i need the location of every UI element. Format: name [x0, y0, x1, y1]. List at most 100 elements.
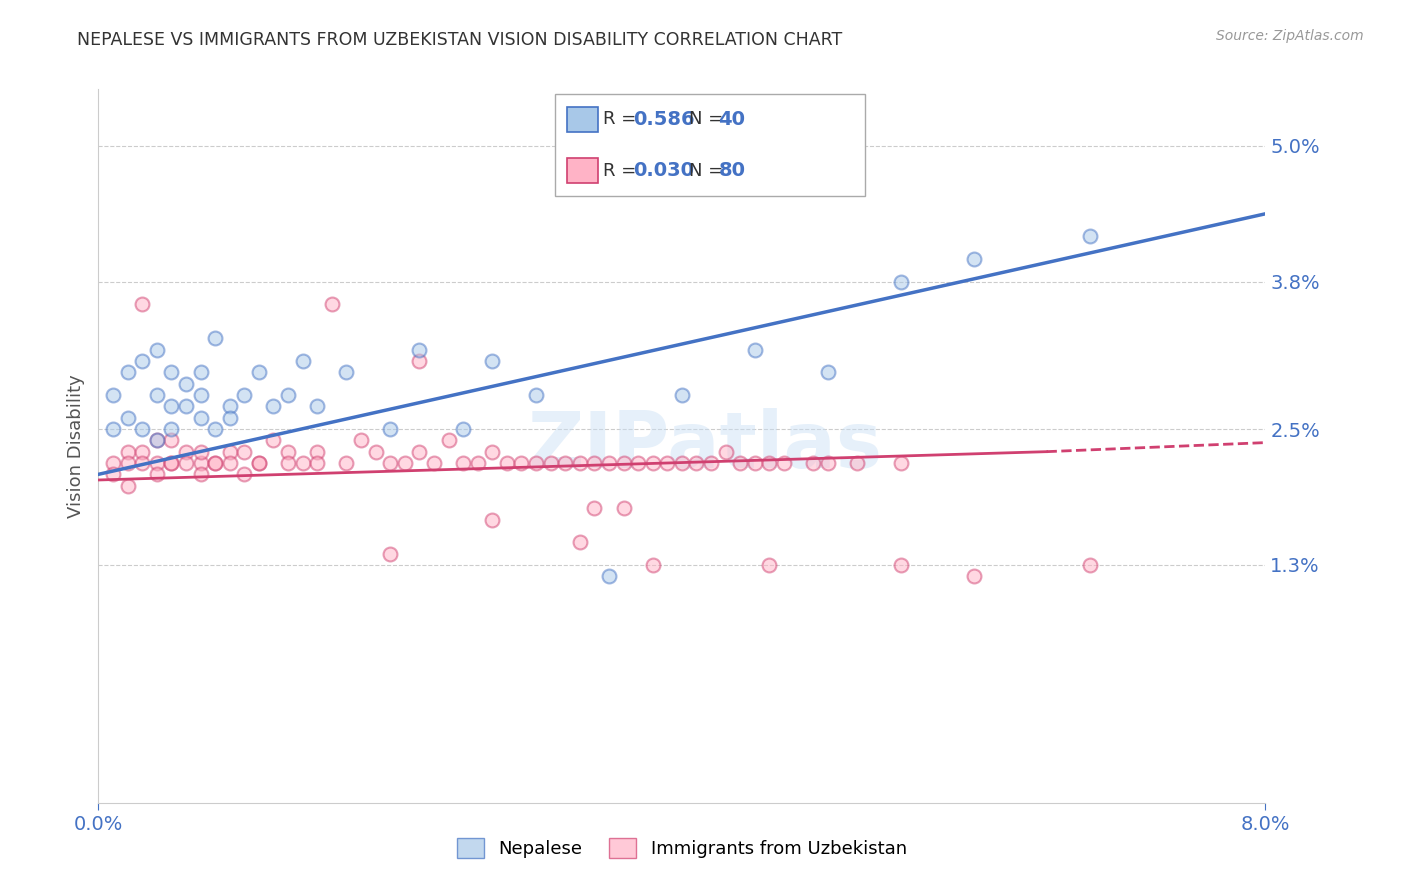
Point — [568, 456, 591, 470]
Point — [160, 365, 183, 379]
Point — [101, 388, 124, 402]
Point — [307, 456, 329, 470]
Text: ZIPatlas: ZIPatlas — [527, 408, 883, 484]
Point — [714, 444, 737, 458]
Point — [146, 434, 169, 448]
Point — [730, 456, 752, 470]
Text: N =: N = — [689, 111, 728, 128]
Point — [437, 434, 460, 448]
Point — [190, 456, 212, 470]
Point — [174, 444, 197, 458]
Point — [277, 388, 299, 402]
Text: R =: R = — [603, 161, 643, 179]
Point — [277, 456, 299, 470]
Point — [671, 388, 693, 402]
Point — [291, 354, 314, 368]
Point — [101, 422, 124, 436]
Point — [758, 558, 780, 572]
Point — [204, 422, 226, 436]
Point — [174, 376, 197, 391]
Text: Source: ZipAtlas.com: Source: ZipAtlas.com — [1216, 29, 1364, 43]
Point — [174, 400, 197, 414]
Point — [510, 456, 533, 470]
Point — [612, 456, 634, 470]
Point — [380, 456, 402, 470]
Point — [218, 444, 240, 458]
Point — [117, 410, 139, 425]
Point — [758, 456, 780, 470]
Point — [146, 343, 169, 357]
Text: 40: 40 — [718, 110, 745, 128]
Point — [496, 456, 519, 470]
Point — [190, 444, 212, 458]
Point — [408, 343, 430, 357]
Text: 0.586: 0.586 — [633, 110, 695, 128]
Point — [744, 343, 766, 357]
Point — [583, 501, 606, 516]
Point — [131, 422, 153, 436]
Text: NEPALESE VS IMMIGRANTS FROM UZBEKISTAN VISION DISABILITY CORRELATION CHART: NEPALESE VS IMMIGRANTS FROM UZBEKISTAN V… — [77, 31, 842, 49]
Point — [131, 354, 153, 368]
Point — [568, 535, 591, 549]
Point — [1080, 229, 1102, 244]
Point — [773, 456, 796, 470]
Point — [408, 444, 430, 458]
Point — [160, 456, 183, 470]
Point — [160, 400, 183, 414]
Y-axis label: Vision Disability: Vision Disability — [66, 374, 84, 518]
Point — [321, 297, 343, 311]
Point — [146, 456, 169, 470]
Point — [962, 569, 984, 583]
Point — [204, 456, 226, 470]
Point — [671, 456, 693, 470]
Point — [146, 434, 169, 448]
Point — [685, 456, 707, 470]
Point — [218, 400, 240, 414]
Point — [131, 444, 153, 458]
Point — [817, 456, 839, 470]
Point — [481, 513, 503, 527]
Point — [160, 434, 183, 448]
Point — [247, 365, 270, 379]
Point — [641, 558, 664, 572]
Text: 80: 80 — [718, 161, 745, 180]
Point — [524, 388, 547, 402]
Point — [451, 456, 474, 470]
Point — [451, 422, 474, 436]
Point — [204, 331, 226, 345]
Point — [190, 410, 212, 425]
Point — [540, 456, 562, 470]
Point — [190, 467, 212, 482]
Point — [190, 388, 212, 402]
Point — [1080, 558, 1102, 572]
Point — [598, 456, 620, 470]
Point — [262, 434, 284, 448]
Point — [554, 456, 576, 470]
Point — [117, 478, 139, 492]
Point — [218, 456, 240, 470]
Point — [380, 422, 402, 436]
Point — [657, 456, 679, 470]
Point — [612, 501, 634, 516]
Point — [233, 444, 256, 458]
Point — [598, 569, 620, 583]
Legend: Nepalese, Immigrants from Uzbekistan: Nepalese, Immigrants from Uzbekistan — [450, 830, 914, 865]
Point — [117, 444, 139, 458]
Point — [160, 422, 183, 436]
Point — [641, 456, 664, 470]
Point — [277, 444, 299, 458]
Text: 0.030: 0.030 — [633, 161, 693, 180]
Point — [364, 444, 387, 458]
Point — [218, 410, 240, 425]
Point — [174, 456, 197, 470]
Point — [890, 456, 912, 470]
Point — [481, 444, 503, 458]
Point — [890, 558, 912, 572]
Point — [101, 467, 124, 482]
Point — [190, 365, 212, 379]
Point — [627, 456, 650, 470]
Point — [117, 456, 139, 470]
Point — [131, 297, 153, 311]
Point — [700, 456, 723, 470]
Point — [744, 456, 766, 470]
